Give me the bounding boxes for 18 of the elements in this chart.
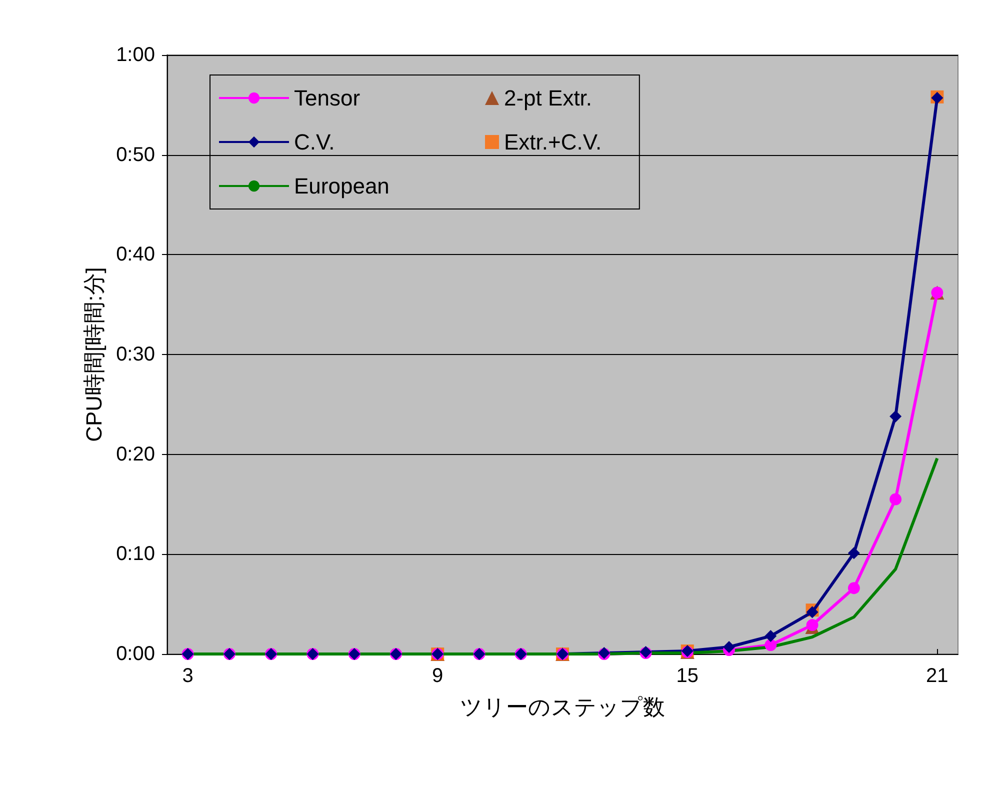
y-tick-label: 0:10 — [116, 543, 155, 566]
y-tick-label: 0:50 — [116, 144, 155, 166]
legend-label: Tensor — [294, 86, 360, 110]
x-tick-label: 3 — [182, 665, 194, 687]
y-tick-label: 0:00 — [116, 643, 155, 665]
x-axis-title: ツリーのステップ数 — [460, 694, 665, 720]
y-axis-title: CPU時間[時間:分] — [82, 267, 106, 442]
y-tick-label: 0:40 — [116, 244, 155, 266]
x-tick-label: 21 — [926, 665, 948, 687]
legend-label: 2-pt Extr. — [504, 86, 592, 110]
legend-label: European — [294, 174, 390, 198]
x-tick-label: 9 — [432, 665, 444, 687]
y-tick-label: 1:00 — [116, 44, 155, 66]
legend-label: Extr.+C.V. — [504, 130, 602, 154]
y-tick-label: 0:20 — [116, 443, 155, 466]
x-tick-label: 15 — [676, 665, 699, 687]
y-tick-label: 0:30 — [116, 344, 155, 366]
legend-label: C.V. — [294, 130, 335, 154]
